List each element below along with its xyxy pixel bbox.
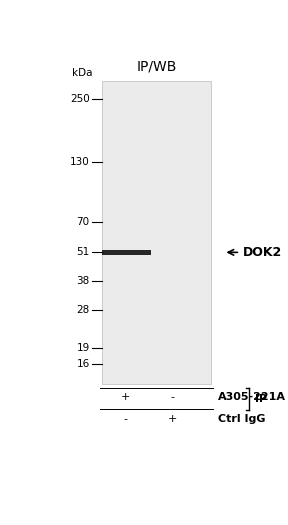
Text: 38: 38 xyxy=(76,276,90,286)
Text: 16: 16 xyxy=(76,359,90,369)
Text: -: - xyxy=(124,414,128,424)
Bar xyxy=(102,81,211,384)
Text: -: - xyxy=(171,393,175,403)
Text: 70: 70 xyxy=(76,217,90,227)
Text: DOK2: DOK2 xyxy=(242,246,282,259)
Text: A305-221A: A305-221A xyxy=(218,393,286,403)
Text: 28: 28 xyxy=(76,305,90,316)
Text: +: + xyxy=(121,393,130,403)
Text: +: + xyxy=(168,414,178,424)
Text: kDa: kDa xyxy=(72,68,93,78)
Bar xyxy=(102,249,151,255)
Text: IP: IP xyxy=(255,394,267,404)
Text: 130: 130 xyxy=(70,157,90,167)
Text: 51: 51 xyxy=(76,247,90,257)
Text: IP/WB: IP/WB xyxy=(136,60,177,74)
Text: 19: 19 xyxy=(76,343,90,353)
Text: Ctrl IgG: Ctrl IgG xyxy=(218,414,266,424)
Text: 250: 250 xyxy=(70,94,90,104)
